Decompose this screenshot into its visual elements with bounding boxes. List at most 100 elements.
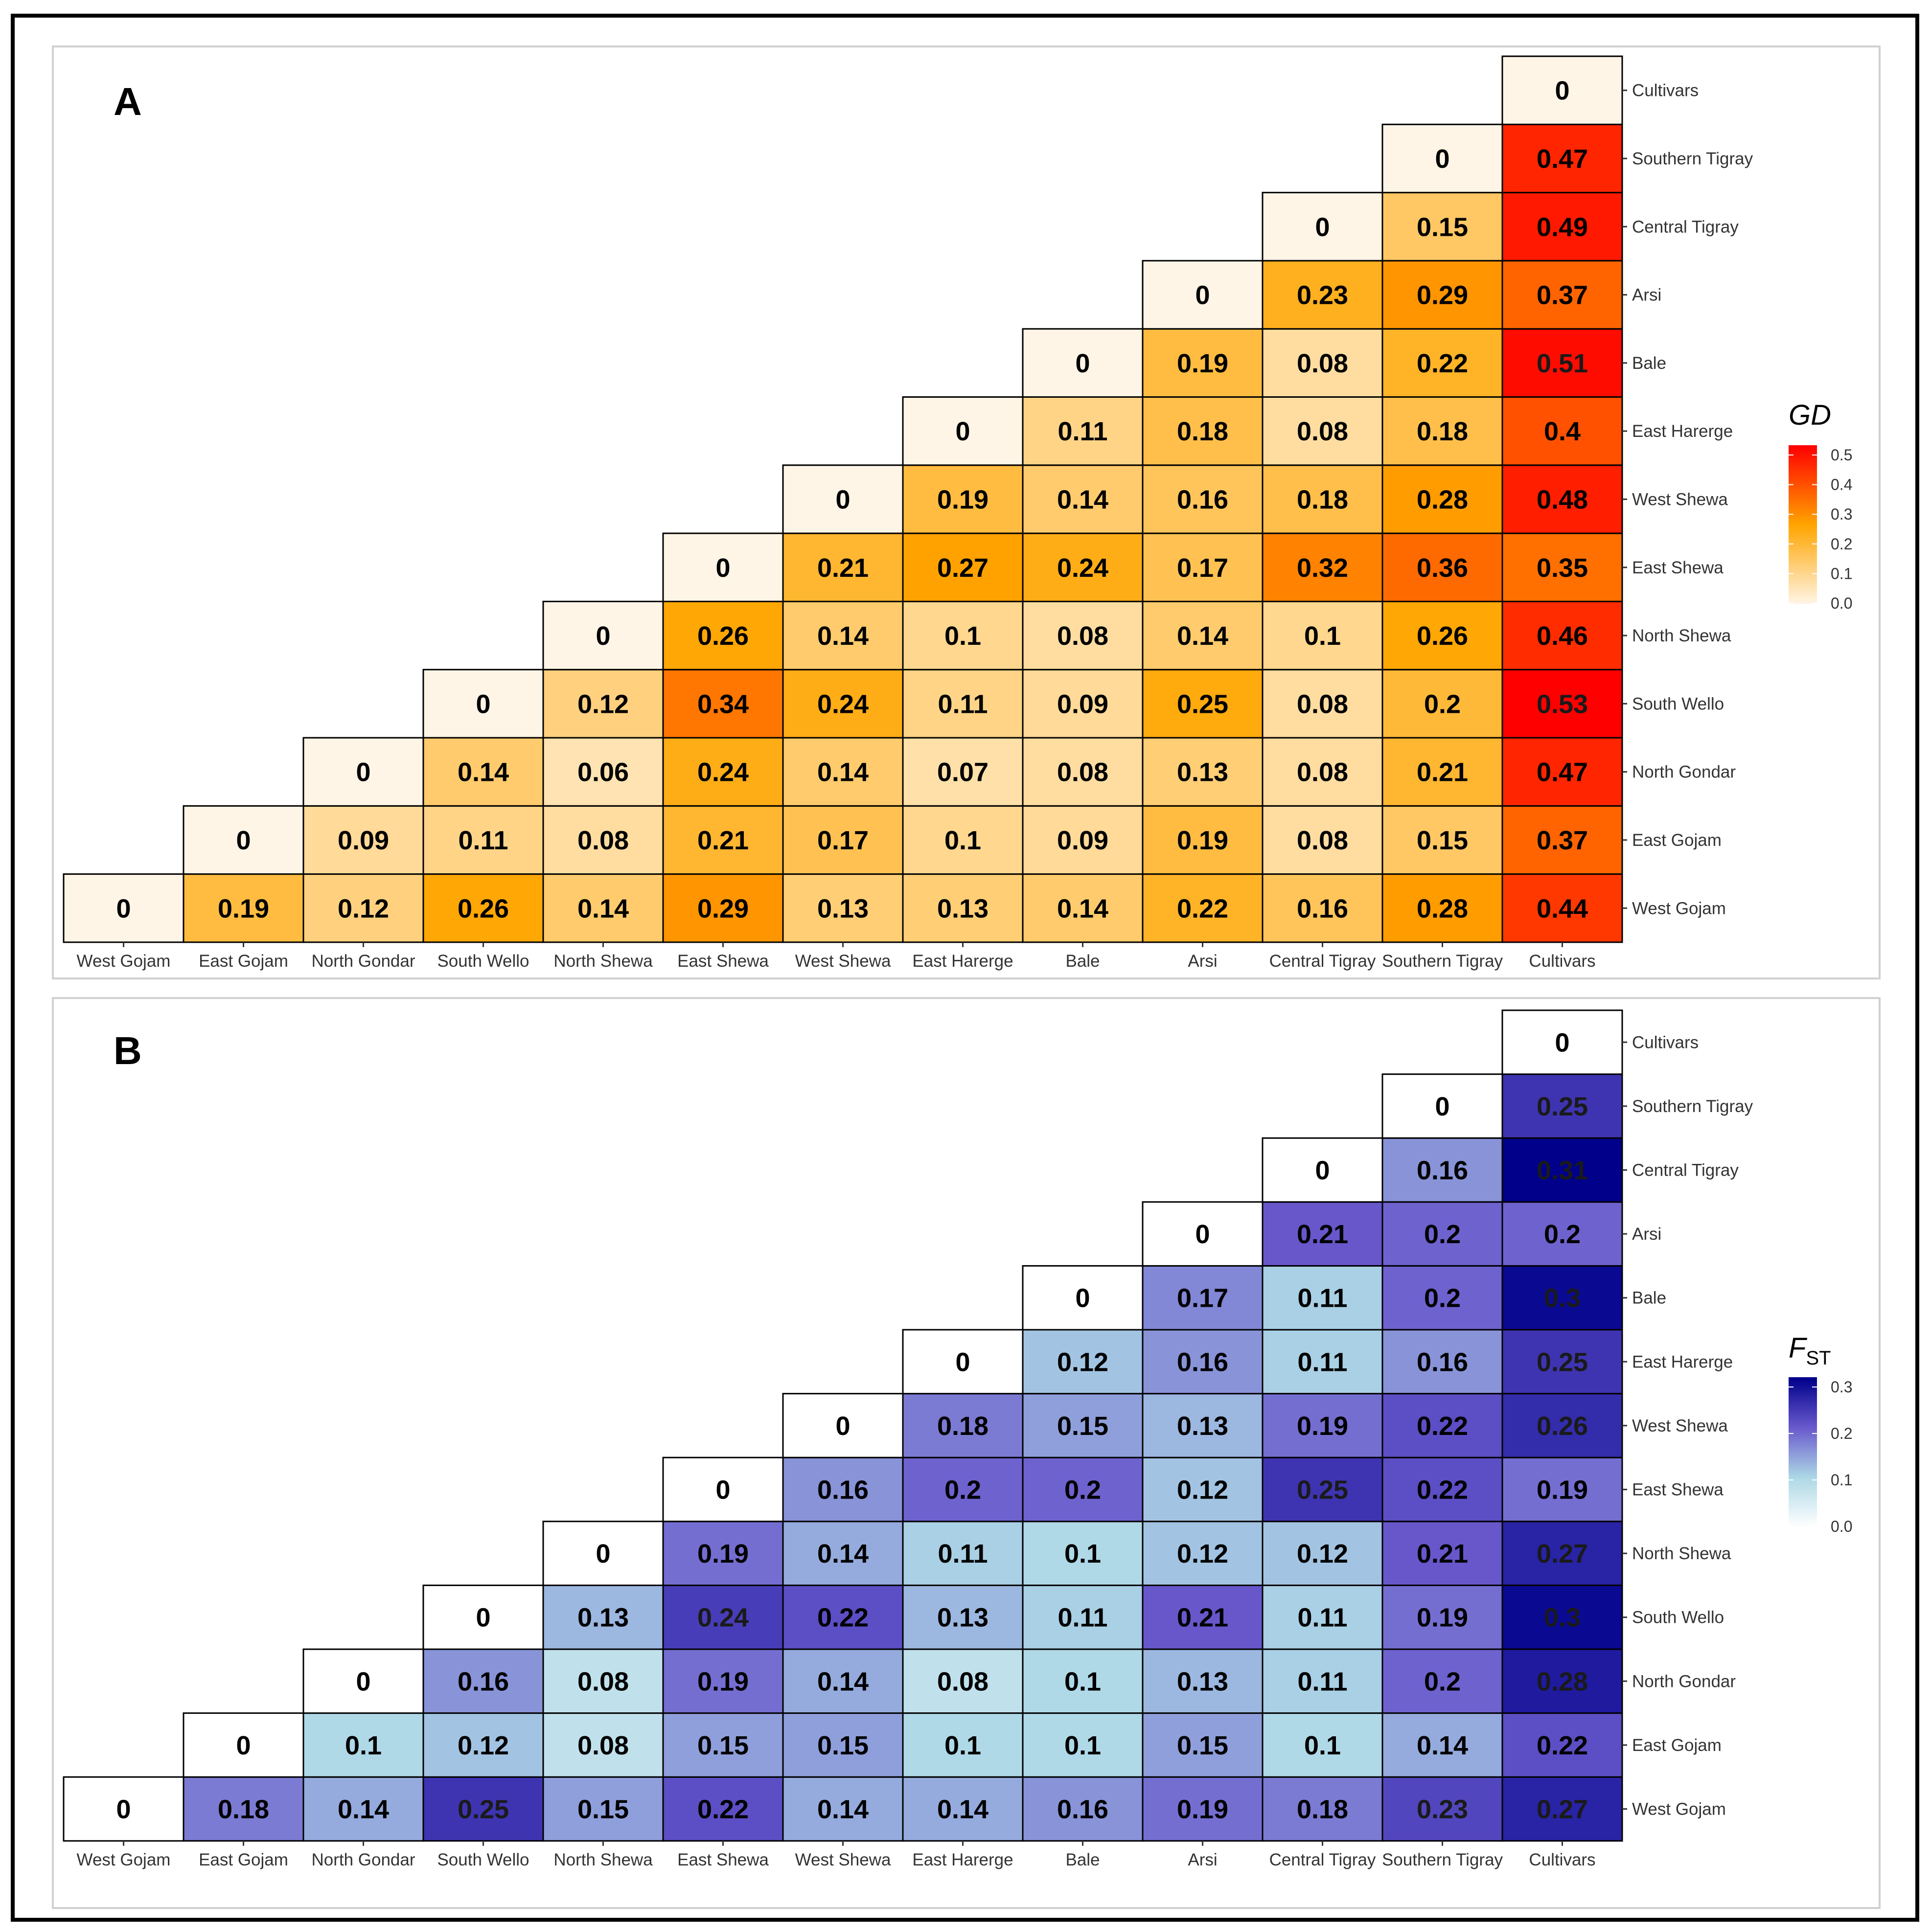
cell-value: 0.15 xyxy=(1057,1411,1108,1441)
heatmap-cell xyxy=(1142,532,1264,602)
legend-gradient-step xyxy=(1789,1507,1817,1510)
cell-value: 0.18 xyxy=(1177,417,1228,446)
legend-gradient-step xyxy=(1789,546,1817,548)
y-axis-label: West Gojam xyxy=(1632,1800,1726,1819)
legend-gradient-step xyxy=(1789,508,1817,511)
cell-value: 0.11 xyxy=(1057,1603,1107,1633)
cell-value: 0.13 xyxy=(1177,758,1228,787)
legend-gradient-step xyxy=(1789,484,1817,487)
legend-gradient-step xyxy=(1789,475,1817,477)
heatmap-cell xyxy=(1381,192,1503,262)
heatmap-cell xyxy=(1142,464,1264,534)
heatmap-cell xyxy=(902,1584,1024,1650)
heatmap-cell xyxy=(1022,600,1144,671)
heatmap-cell xyxy=(662,805,784,875)
heatmap-cell xyxy=(1381,260,1503,330)
x-axis-label: West Gojam xyxy=(77,952,171,971)
cell-value: 0.14 xyxy=(817,1667,869,1696)
cell-value: 0.32 xyxy=(1297,553,1348,583)
legend-gradient-step xyxy=(1789,1481,1817,1484)
y-axis-label: Arsi xyxy=(1632,1225,1661,1244)
cell-value: 0.26 xyxy=(1417,621,1468,651)
heatmap-cell xyxy=(662,1776,784,1842)
legend-gradient-step xyxy=(1789,1444,1817,1447)
cell-value: 0.25 xyxy=(1537,1092,1588,1121)
heatmap-cell xyxy=(1262,1329,1383,1395)
heatmap-cell xyxy=(1262,328,1383,398)
heatmap-cell xyxy=(1501,1137,1623,1203)
x-axis-label: South Wello xyxy=(437,1850,529,1869)
cell-value: 0.18 xyxy=(1297,1795,1348,1824)
legend-gradient-step xyxy=(1789,1465,1817,1467)
legend-gradient-step xyxy=(1789,1424,1817,1427)
heatmap-cell xyxy=(1262,1712,1383,1778)
legend-gradient-step xyxy=(1789,568,1817,570)
cell-value: 0.16 xyxy=(817,1476,869,1505)
legend-gradient-step xyxy=(1789,1405,1817,1408)
heatmap-cell xyxy=(1142,1776,1264,1842)
legend-gradient-step xyxy=(1789,1513,1817,1516)
legend-gradient-step xyxy=(1789,1497,1817,1499)
legend-gradient-step xyxy=(1789,1410,1817,1413)
legend-gradient-step xyxy=(1789,1377,1817,1380)
heatmap-cell xyxy=(542,1648,664,1714)
heatmap-cell xyxy=(1501,328,1623,398)
panel-b-letter: B xyxy=(114,1029,142,1072)
legend-gradient-step xyxy=(1789,461,1817,464)
y-axis-label: Bale xyxy=(1632,354,1666,373)
heatmap-cell xyxy=(1501,260,1623,330)
heatmap-cell xyxy=(1022,1521,1144,1586)
cell-value: 0.08 xyxy=(937,1667,988,1696)
y-axis-label: East Harerge xyxy=(1632,422,1733,441)
heatmap-cell xyxy=(1022,1329,1144,1395)
legend-gradient-step xyxy=(1789,482,1817,485)
y-axis-label: North Shewa xyxy=(1632,626,1731,645)
cell-value: 0.25 xyxy=(1537,1347,1588,1377)
heatmap-cell xyxy=(782,532,904,602)
heatmap-cell xyxy=(63,1776,184,1842)
legend-gradient-step xyxy=(1789,591,1817,594)
heatmap-cell xyxy=(542,1584,664,1650)
cell-value: 0.25 xyxy=(1297,1476,1348,1505)
x-axis-label: North Shewa xyxy=(553,1850,653,1869)
heatmap-cell xyxy=(1501,123,1623,194)
cell-value: 0.22 xyxy=(1417,1411,1468,1441)
cell-value: 0.08 xyxy=(577,1667,629,1696)
legend-gradient-step xyxy=(1789,1420,1817,1423)
x-axis-label: East Harerge xyxy=(912,1850,1013,1869)
cell-value: 0 xyxy=(835,1411,850,1441)
legend-gradient-step xyxy=(1789,1385,1817,1387)
legend-gradient-step xyxy=(1789,566,1817,568)
legend-gradient-step xyxy=(1789,1524,1817,1527)
x-axis-label: Arsi xyxy=(1188,952,1217,971)
y-axis-label: East Gojam xyxy=(1632,1736,1722,1755)
x-axis-label: East Shewa xyxy=(677,952,769,971)
legend-gradient-step xyxy=(1789,564,1817,567)
x-axis-label: South Wello xyxy=(437,952,529,971)
legend-gradient-step xyxy=(1789,1511,1817,1514)
heatmap-cell xyxy=(422,873,544,943)
legend-gradient-step xyxy=(1789,1414,1817,1417)
cell-value: 0.47 xyxy=(1537,144,1588,174)
legend-gradient-step xyxy=(1789,499,1817,501)
heatmap-cell xyxy=(1262,1776,1383,1842)
heatmap-cell xyxy=(1381,669,1503,739)
cell-value: 0.22 xyxy=(817,1603,869,1633)
x-axis-label: Southern Tigray xyxy=(1382,1850,1503,1869)
legend-gradient-step xyxy=(1789,453,1817,456)
heatmap-cell xyxy=(782,1393,904,1458)
legend-gradient-step xyxy=(1789,589,1817,592)
heatmap-cell xyxy=(1381,1776,1503,1842)
heatmap-cell xyxy=(422,669,544,739)
cell-value: 0.35 xyxy=(1537,553,1588,583)
cell-value: 0.14 xyxy=(338,1795,389,1824)
legend-gradient-step xyxy=(1789,459,1817,462)
cell-value: 0 xyxy=(1075,1284,1090,1313)
legend-gradient-step xyxy=(1789,1476,1817,1478)
heatmap-cell xyxy=(1022,328,1144,398)
heatmap-cell xyxy=(1022,532,1144,602)
heatmap-cell xyxy=(1262,1393,1383,1458)
cell-value: 0.22 xyxy=(1417,1476,1468,1505)
heatmap-cell xyxy=(1022,805,1144,875)
